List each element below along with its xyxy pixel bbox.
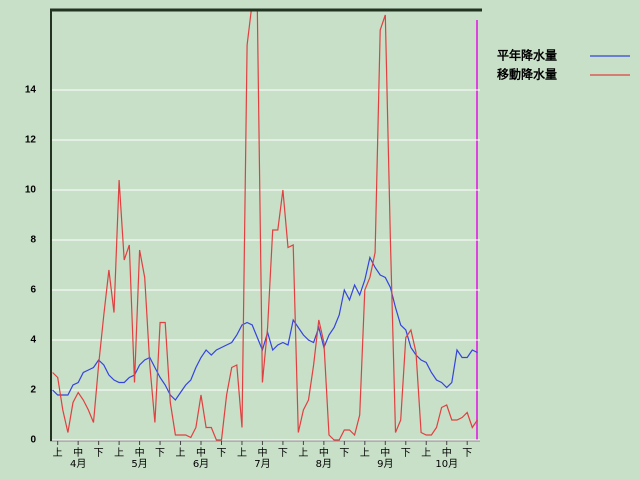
y-tick-label: 12 — [25, 135, 37, 146]
x-tick-label: 中 — [319, 446, 329, 459]
x-tick-label: 中 — [257, 446, 267, 459]
month-label: 4月 — [70, 458, 86, 470]
y-tick-label: 2 — [30, 385, 36, 396]
x-tick-label: 下 — [216, 448, 226, 459]
x-tick-label: 上 — [360, 447, 370, 459]
x-tick-label: 下 — [278, 448, 288, 459]
y-tick-label: 0 — [30, 435, 36, 446]
y-tick-label: 14 — [25, 85, 37, 96]
plot-layer: 02468101214上中下上中下上中下上中下上中下上中下上中下4月 5月 6月 7月… — [25, 10, 480, 470]
x-tick-label: 下 — [462, 448, 472, 459]
legend-label: 平年降水量 — [497, 48, 557, 63]
month-label: 7月 — [254, 458, 270, 470]
month-label: 5月 — [131, 458, 147, 470]
x-tick-label: 上 — [53, 447, 63, 459]
x-tick-label: 上 — [237, 447, 247, 459]
x-tick-label: 下 — [155, 448, 165, 459]
month-label: 10月 — [435, 458, 458, 470]
series-group — [52, 10, 478, 441]
month-label: 9月 — [377, 458, 393, 470]
series-line — [52, 10, 478, 441]
y-tick-label: 8 — [30, 235, 36, 246]
x-tick-label: 上 — [298, 447, 308, 459]
month-label: 8月 — [316, 458, 332, 470]
x-tick-label: 中 — [135, 446, 145, 459]
x-tick-label: 上 — [421, 447, 431, 459]
x-tick-label: 中 — [73, 446, 83, 459]
series-line — [52, 255, 478, 401]
y-tick-label: 6 — [30, 285, 36, 296]
y-tick-label: 10 — [25, 185, 37, 196]
month-label: 6月 — [193, 458, 209, 470]
x-tick-label: 下 — [339, 448, 349, 459]
x-tick-label: 中 — [196, 446, 206, 459]
x-tick-label: 下 — [94, 448, 104, 459]
x-tick-label: 上 — [114, 447, 124, 459]
x-tick-label: 上 — [176, 447, 186, 459]
legend-label: 移動降水量 — [497, 67, 557, 82]
y-tick-label: 4 — [30, 335, 36, 346]
x-tick-label: 中 — [380, 446, 390, 459]
x-tick-label: 中 — [442, 446, 452, 459]
x-tick-label: 下 — [401, 448, 411, 459]
